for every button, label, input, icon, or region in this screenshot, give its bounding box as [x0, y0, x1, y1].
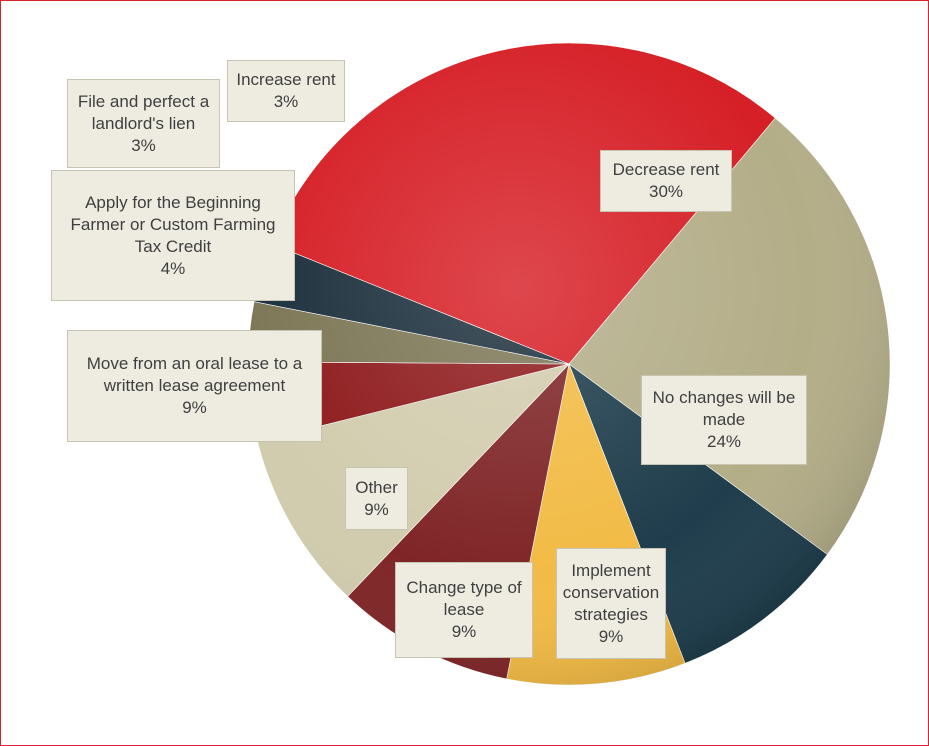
label-text: File and perfect a landlord's lien	[77, 91, 210, 133]
label-value: 9%	[451, 622, 477, 641]
label-value: 30%	[648, 182, 684, 201]
label-text: Other	[355, 477, 398, 497]
label-text: Move from an oral lease to a written lea…	[86, 354, 303, 395]
label-text: Increase rent	[236, 70, 336, 89]
label-text: Apply for the Beginning Farmer or Custom…	[70, 192, 276, 256]
label-no-changes: No changes will be made 24%	[641, 375, 807, 465]
label-text: Change type of lease	[406, 578, 522, 619]
label-value: 3%	[273, 92, 299, 111]
label-decrease-rent: Decrease rent 30%	[600, 150, 732, 212]
label-text: Decrease rent	[612, 160, 720, 179]
label-value: 9%	[182, 398, 207, 417]
label-tax-credit: Apply for the Beginning Farmer or Custom…	[51, 170, 295, 301]
label-oral-lease: Move from an oral lease to a written lea…	[67, 330, 322, 442]
label-value: 24%	[706, 432, 742, 451]
label-landlords-lien: File and perfect a landlord's lien 3%	[67, 79, 220, 168]
label-value: 9%	[364, 499, 389, 519]
label-implement-conservation: Implement conservation strategies 9%	[556, 548, 666, 659]
label-value: 9%	[598, 626, 624, 646]
label-value: 3%	[131, 135, 156, 155]
label-other: Other 9%	[345, 467, 408, 530]
label-text: Implement conservation strategies	[562, 560, 660, 624]
label-change-type: Change type of lease 9%	[395, 562, 533, 658]
label-increase-rent: Increase rent 3%	[227, 60, 345, 122]
label-value: 4%	[160, 258, 186, 278]
label-text: No changes will be made	[652, 388, 796, 429]
